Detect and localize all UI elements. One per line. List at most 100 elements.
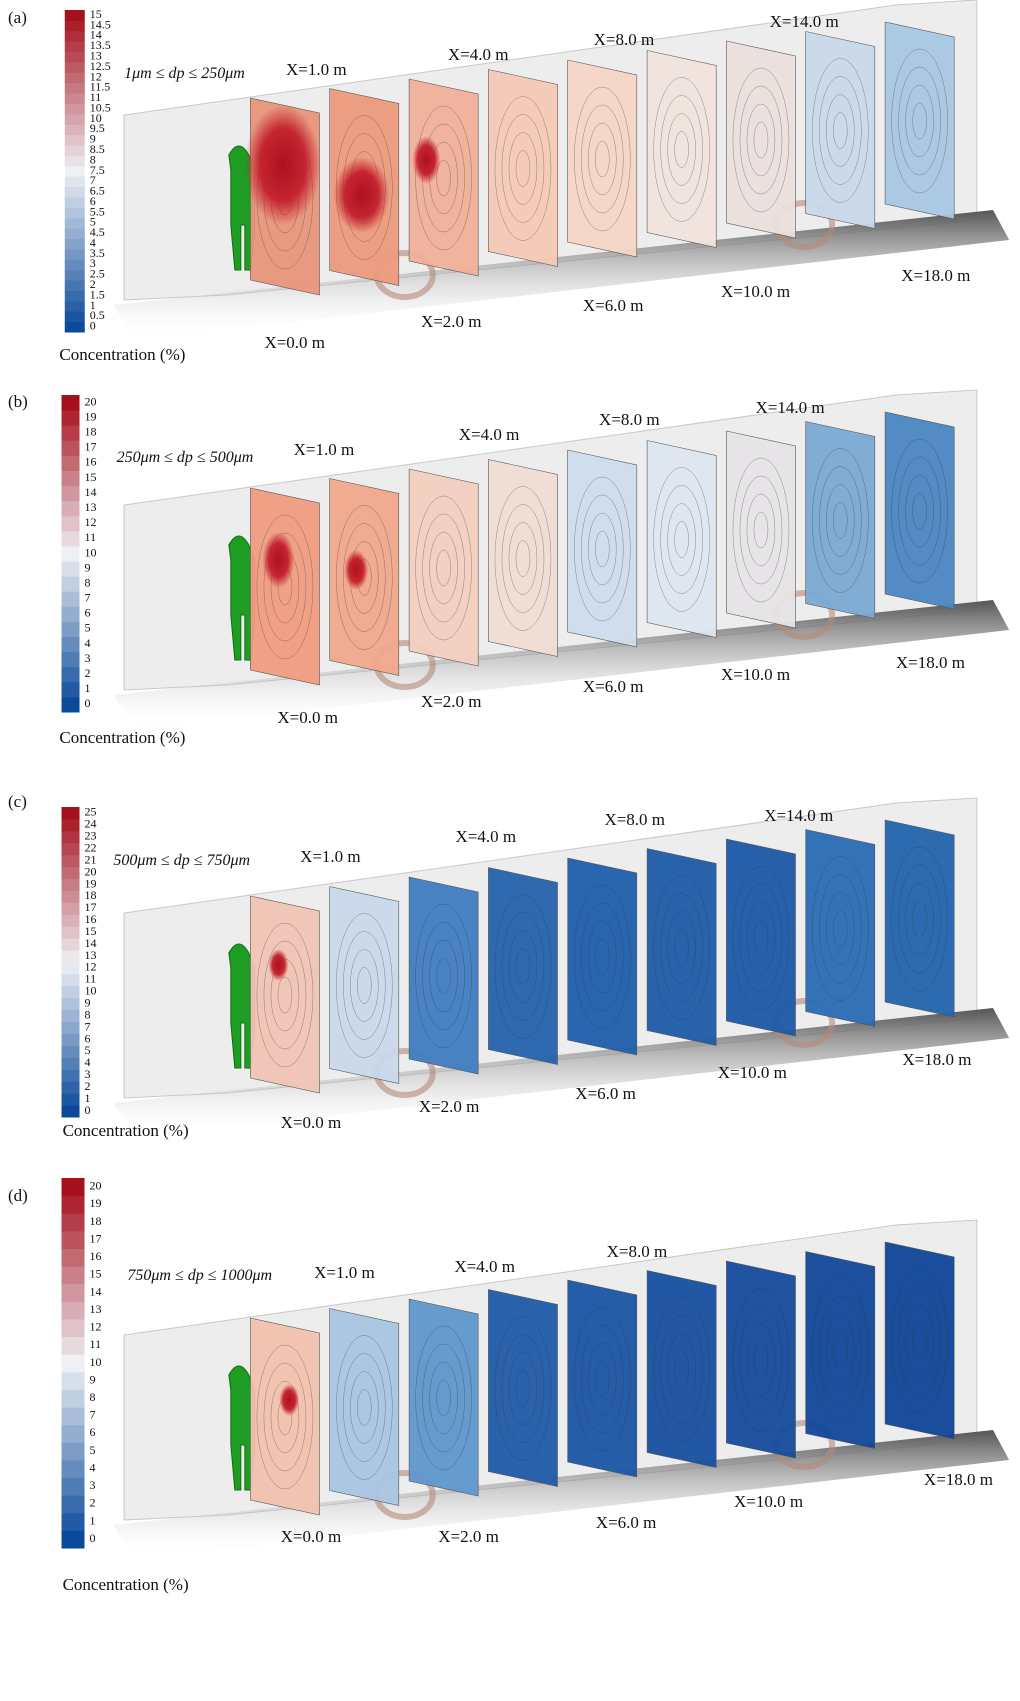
contour-plane [409, 1299, 478, 1496]
colorbar-segment [62, 1284, 85, 1302]
colorbar-segment [65, 197, 85, 208]
colorbar-segment [62, 843, 80, 855]
contour-plane [806, 830, 875, 1027]
plane-label: X=0.0 m [264, 333, 325, 352]
plane-label: X=10.0 m [734, 1492, 803, 1511]
colorbar-segment [62, 1034, 80, 1046]
panel: 01234567891011121314151617181920Concentr… [8, 390, 1009, 747]
colorbar-segment [62, 879, 80, 891]
colorbar-segment [62, 1530, 85, 1548]
colorbar-tick-label: 6 [85, 606, 91, 620]
colorbar-tick-label: 0 [85, 696, 91, 710]
contour-plane [330, 887, 399, 1084]
colorbar-segment [65, 124, 85, 135]
colorbar-tick-label: 16 [85, 912, 97, 926]
colorbar-segment [62, 1478, 85, 1496]
colorbar-tick-label: 15 [85, 924, 97, 938]
colorbar-segment [62, 1093, 80, 1105]
colorbar-tick-label: 2 [85, 666, 91, 680]
colorbar-segment [62, 902, 80, 914]
colorbar-segment [62, 1513, 85, 1531]
colorbar-segment [62, 1407, 85, 1425]
colorbar-tick-label: 15 [90, 1267, 102, 1281]
colorbar-segment [62, 1178, 85, 1196]
colorbar-tick-label: 3 [90, 1478, 96, 1492]
plane-label: X=10.0 m [721, 282, 790, 301]
colorbar-tick-label: 15 [85, 470, 97, 484]
colorbar-segment [62, 831, 80, 843]
panel: 01234567891011121314151617181920Concentr… [8, 1178, 1009, 1594]
colorbar-segment [62, 410, 80, 426]
colorbar-tick-label: 19 [85, 876, 97, 890]
contour-plane [568, 450, 637, 647]
colorbar-segment [65, 31, 85, 42]
contour-plane [250, 1318, 319, 1515]
contour-plane [250, 488, 319, 685]
colorbar-segment [62, 1248, 85, 1266]
contour-plane [885, 22, 954, 219]
plane-label: X=4.0 m [459, 425, 520, 444]
plane-label: X=2.0 m [421, 312, 482, 331]
plane-label: X=14.0 m [764, 806, 833, 825]
colorbar-tick-label: 8 [90, 1390, 96, 1404]
colorbar-segment [65, 311, 85, 322]
figure: 00.511.522.533.544.555.566.577.588.599.5… [0, 0, 1020, 1701]
colorbar-segment [62, 697, 80, 713]
contour-plane [409, 877, 478, 1074]
plane-label: X=0.0 m [277, 708, 338, 727]
contour-plane [885, 412, 954, 609]
plane-label: X=8.0 m [594, 30, 655, 49]
hotspot [262, 532, 294, 588]
plane-label: X=10.0 m [721, 665, 790, 684]
colorbar-segment [62, 576, 80, 592]
colorbar-tick-label: 16 [85, 455, 97, 469]
colorbar-segment [65, 249, 85, 260]
colorbar-tick-label: 13 [85, 948, 97, 962]
colorbar-segment [62, 486, 80, 502]
colorbar-segment [62, 1022, 80, 1034]
colorbar-tick-label: 0 [85, 1103, 91, 1117]
colorbar-tick-label: 10 [85, 984, 97, 998]
colorbar-tick-label: 18 [85, 888, 97, 902]
colorbar-segment [62, 470, 80, 486]
hotspot [268, 949, 288, 981]
plane-label: X=6.0 m [596, 1513, 657, 1532]
colorbar-tick-label: 8 [85, 1007, 91, 1021]
colorbar-tick-label: 23 [85, 829, 97, 843]
colorbar-segment [62, 621, 80, 637]
contour-plane [806, 1252, 875, 1449]
colorbar-segment [65, 280, 85, 291]
colorbar-segment [62, 606, 80, 622]
colorbar-segment [62, 962, 80, 974]
colorbar-tick-label: 12 [90, 1320, 102, 1334]
colorbar-tick-label: 13 [90, 1302, 102, 1316]
contour-plane [409, 469, 478, 666]
colorbar-tick-label: 19 [85, 409, 97, 423]
plane-label: X=0.0 m [281, 1527, 342, 1546]
colorbar-segment [65, 301, 85, 312]
colorbar-tick-label: 20 [85, 394, 97, 408]
colorbar-segment [62, 938, 80, 950]
colorbar-tick-label: 1 [90, 1513, 96, 1527]
plane-label: X=8.0 m [599, 410, 660, 429]
colorbar-segment [65, 93, 85, 104]
panel-label: (b) [8, 392, 28, 411]
colorbar-segment [62, 395, 80, 411]
colorbar-tick-label: 2 [90, 1496, 96, 1510]
colorbar-segment [62, 986, 80, 998]
plane-label: X=2.0 m [421, 692, 482, 711]
colorbar-tick-label: 14 [85, 936, 97, 950]
colorbar-segment [62, 867, 80, 879]
colorbar-title: Concentration (%) [59, 345, 185, 364]
colorbar-segment [65, 228, 85, 239]
plane-label: X=6.0 m [575, 1084, 636, 1103]
colorbar-segment [62, 667, 80, 683]
plane-label: X=18.0 m [896, 653, 965, 672]
contour-plane [568, 858, 637, 1055]
plane-label: X=10.0 m [718, 1063, 787, 1082]
colorbar-tick-label: 24 [85, 817, 97, 831]
colorbar-segment [65, 103, 85, 114]
contour-plane [330, 1309, 399, 1506]
colorbar-segment [62, 998, 80, 1010]
colorbar-segment [65, 114, 85, 125]
